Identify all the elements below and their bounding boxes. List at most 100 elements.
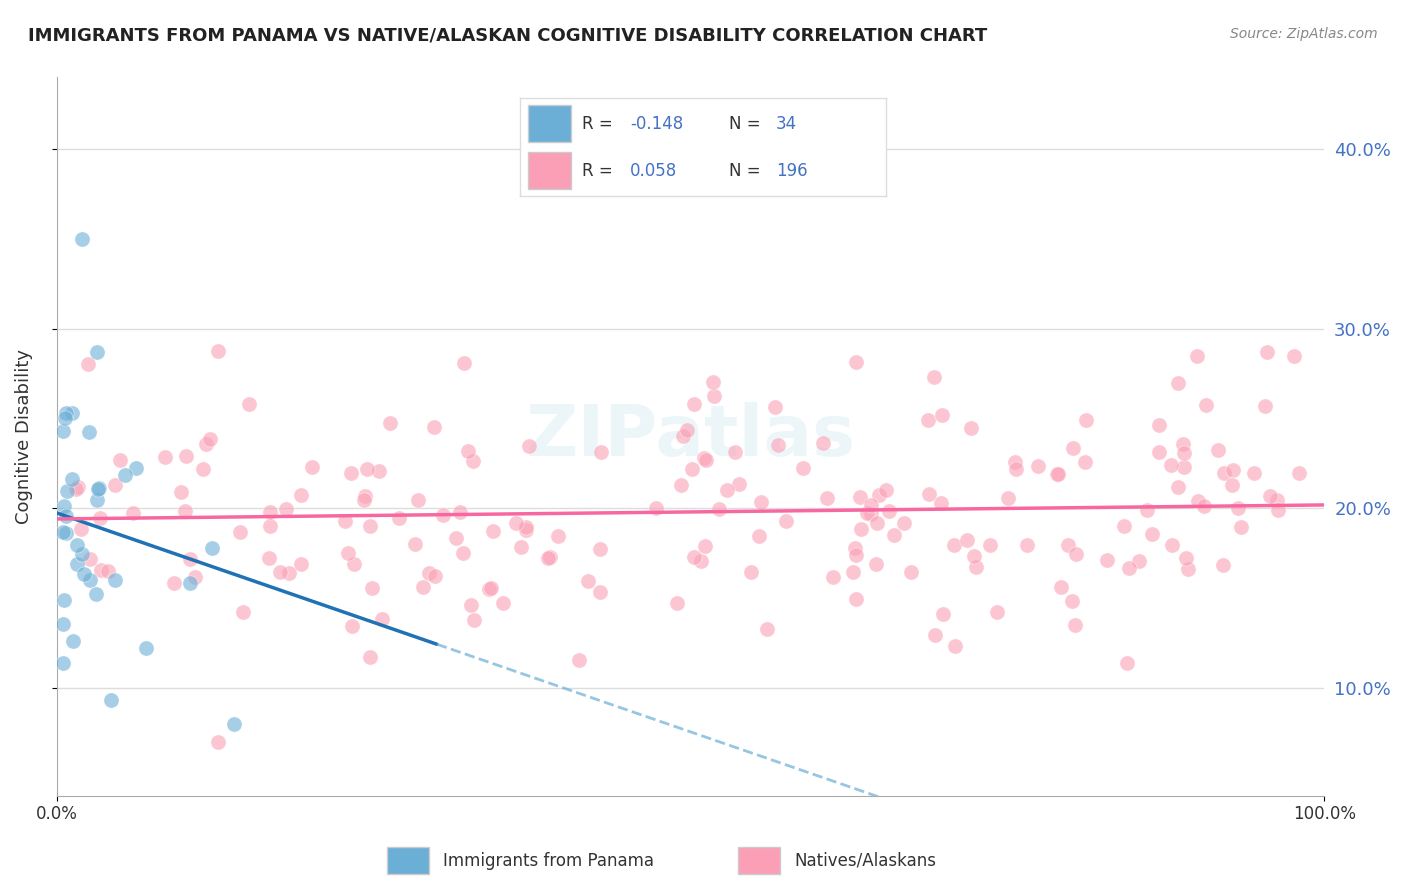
Point	[875, 483, 897, 497]
Point	[1149, 444, 1171, 458]
Point	[104, 478, 127, 492]
Point	[693, 451, 716, 466]
Point	[845, 355, 868, 369]
Point	[463, 454, 485, 468]
Point	[671, 478, 693, 492]
Point	[55, 407, 77, 421]
Point	[960, 421, 983, 435]
Point	[53, 410, 76, 425]
Point	[576, 574, 599, 589]
Point	[792, 460, 814, 475]
Point	[811, 435, 834, 450]
Point	[257, 550, 280, 565]
Point	[200, 432, 222, 446]
Point	[922, 370, 945, 384]
Point	[1046, 467, 1069, 481]
Point	[1115, 656, 1137, 670]
Point	[883, 528, 905, 542]
Point	[851, 523, 873, 537]
Point	[703, 389, 725, 403]
Point	[1004, 455, 1026, 469]
Point	[179, 552, 201, 566]
Point	[53, 500, 76, 514]
Point	[184, 570, 207, 584]
Point	[336, 546, 359, 560]
Point	[193, 462, 215, 476]
Point	[125, 461, 148, 475]
Text: R =: R =	[582, 161, 613, 179]
Point	[201, 541, 224, 556]
Point	[1062, 442, 1084, 456]
Point	[682, 397, 704, 411]
Point	[87, 482, 110, 496]
FancyBboxPatch shape	[527, 105, 571, 142]
Point	[451, 546, 474, 560]
Point	[478, 582, 501, 596]
Point	[52, 525, 75, 540]
Point	[229, 524, 252, 539]
Point	[1095, 553, 1118, 567]
Point	[418, 566, 440, 580]
Point	[1222, 478, 1244, 492]
Point	[1114, 518, 1136, 533]
Point	[66, 538, 89, 552]
FancyBboxPatch shape	[527, 152, 571, 189]
Point	[1171, 437, 1194, 451]
Point	[1017, 538, 1039, 552]
Point	[114, 468, 136, 483]
Point	[538, 550, 561, 565]
FancyBboxPatch shape	[387, 847, 429, 874]
Point	[77, 425, 100, 439]
Point	[97, 564, 120, 578]
Point	[290, 488, 312, 502]
Point	[479, 581, 502, 595]
Point	[1064, 547, 1087, 561]
Text: IMMIGRANTS FROM PANAMA VS NATIVE/ALASKAN COGNITIVE DISABILITY CORRELATION CHART: IMMIGRANTS FROM PANAMA VS NATIVE/ALASKAN…	[28, 27, 987, 45]
Point	[482, 524, 505, 538]
Point	[86, 345, 108, 359]
Point	[69, 522, 91, 536]
Point	[1267, 503, 1289, 517]
Point	[1222, 463, 1244, 477]
Point	[108, 453, 131, 467]
Point	[1195, 398, 1218, 412]
Point	[682, 549, 704, 564]
Point	[453, 356, 475, 370]
Point	[845, 548, 868, 562]
Point	[70, 547, 93, 561]
Point	[900, 565, 922, 579]
Point	[335, 514, 357, 528]
Point	[359, 649, 381, 664]
Point	[77, 357, 100, 371]
Point	[432, 508, 454, 522]
Point	[931, 496, 953, 510]
Point	[1026, 458, 1049, 473]
Point	[986, 606, 1008, 620]
Point	[174, 504, 197, 518]
Point	[388, 510, 411, 524]
Point	[740, 566, 762, 580]
Point	[371, 612, 394, 626]
Point	[423, 569, 446, 583]
Text: Immigrants from Panama: Immigrants from Panama	[443, 852, 654, 870]
Point	[232, 605, 254, 619]
Point	[924, 628, 946, 642]
Point	[728, 477, 751, 491]
Point	[457, 444, 479, 458]
Point	[1212, 558, 1234, 572]
Point	[1167, 376, 1189, 390]
Point	[690, 553, 713, 567]
Point	[945, 639, 967, 653]
Point	[1226, 500, 1249, 515]
Text: -0.148: -0.148	[630, 115, 683, 133]
Text: 0.058: 0.058	[630, 161, 678, 179]
Point	[943, 539, 966, 553]
Point	[52, 616, 75, 631]
Point	[815, 491, 838, 506]
Point	[845, 591, 868, 606]
Point	[537, 551, 560, 566]
Point	[1073, 454, 1095, 468]
Point	[893, 516, 915, 530]
Point	[823, 570, 845, 584]
Point	[135, 641, 157, 656]
